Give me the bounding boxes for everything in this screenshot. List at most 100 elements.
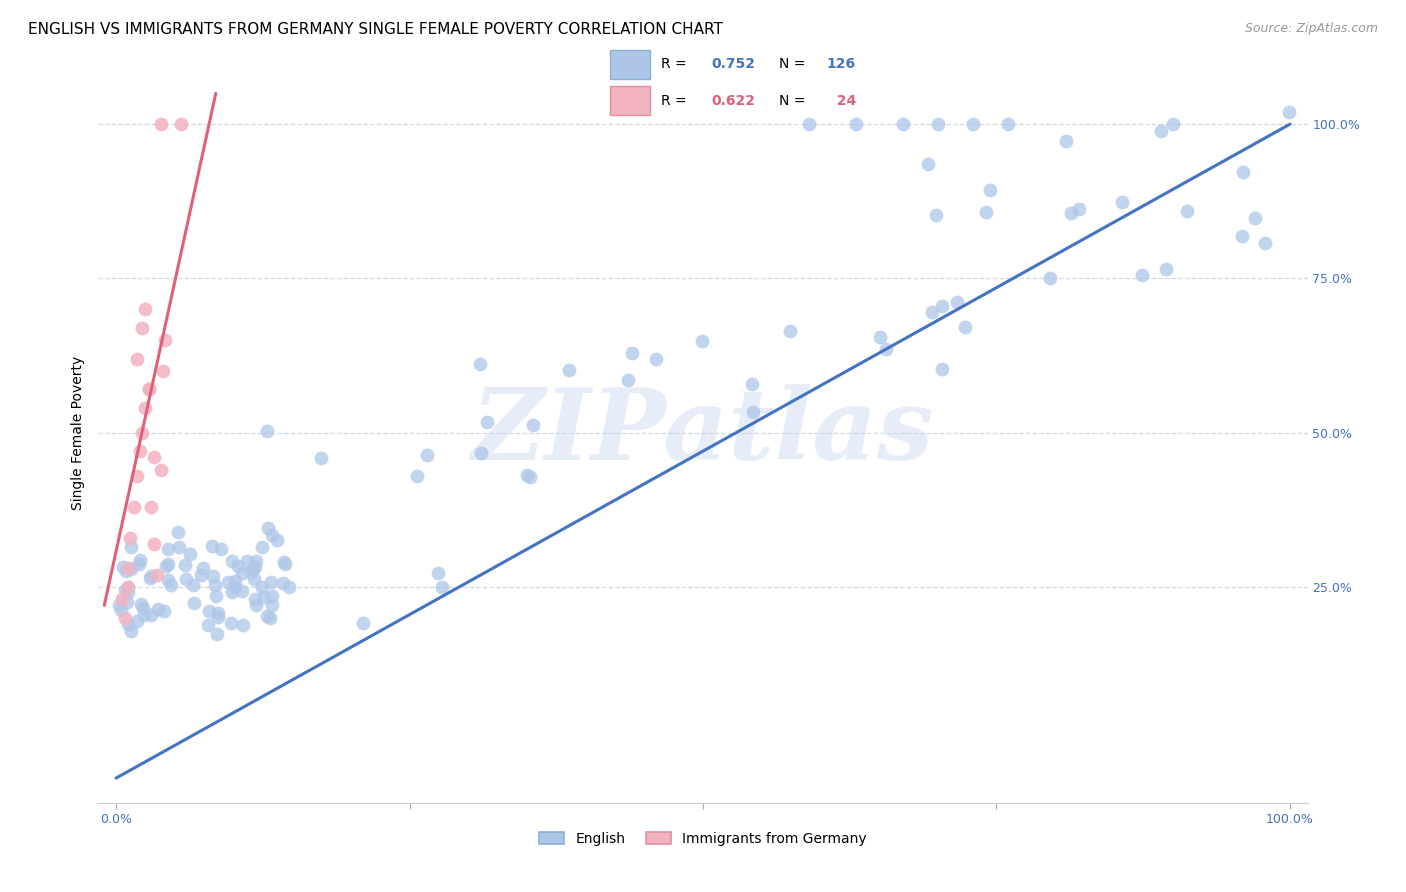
Point <box>1150 124 1173 138</box>
Point <box>845 117 868 131</box>
Text: 0.752: 0.752 <box>711 57 755 71</box>
Point <box>224 574 246 588</box>
Point <box>139 607 162 622</box>
Point <box>149 117 172 131</box>
Point <box>117 616 139 631</box>
Point <box>1232 165 1254 179</box>
Point <box>243 560 266 574</box>
Point <box>201 540 224 554</box>
Point <box>127 351 149 366</box>
Point <box>181 578 204 592</box>
Point <box>955 320 977 334</box>
Point <box>117 580 139 594</box>
Point <box>205 589 228 603</box>
Point <box>142 450 165 465</box>
Point <box>111 592 134 607</box>
Point <box>221 584 243 599</box>
Point <box>174 572 197 586</box>
Point <box>232 618 254 632</box>
Point <box>352 615 374 630</box>
Point <box>924 208 946 222</box>
Point <box>1111 194 1133 209</box>
Point <box>779 325 801 339</box>
Point <box>231 584 253 599</box>
Point <box>278 581 301 595</box>
Text: Source: ZipAtlas.com: Source: ZipAtlas.com <box>1244 22 1378 36</box>
Point <box>117 581 139 595</box>
Point <box>1156 262 1178 277</box>
Text: 126: 126 <box>827 57 856 71</box>
Point <box>198 604 221 618</box>
Point <box>141 500 163 514</box>
Point <box>931 362 953 376</box>
Point <box>917 156 939 170</box>
Point <box>797 117 820 131</box>
Point <box>110 602 132 616</box>
Bar <box>610 50 650 78</box>
Point <box>127 468 149 483</box>
Point <box>221 554 243 568</box>
Point <box>250 540 273 554</box>
Point <box>475 415 498 429</box>
Point <box>231 566 253 580</box>
Point <box>139 571 162 585</box>
Point <box>273 555 295 569</box>
Point <box>1054 134 1077 148</box>
Point <box>114 564 136 578</box>
Point <box>945 295 967 310</box>
Point <box>245 599 267 613</box>
Point <box>138 383 160 397</box>
Point <box>202 569 225 583</box>
Point <box>522 418 544 433</box>
Point <box>183 596 205 610</box>
Point <box>1130 268 1153 282</box>
Point <box>1243 211 1265 226</box>
Point <box>207 627 229 641</box>
Point <box>645 352 668 367</box>
Point <box>226 559 249 574</box>
Point <box>149 462 172 476</box>
Point <box>204 577 226 591</box>
Point <box>159 577 181 591</box>
Point <box>138 383 160 397</box>
Point <box>190 568 212 582</box>
Point <box>117 585 139 599</box>
Point <box>256 609 278 624</box>
Point <box>921 305 943 319</box>
Point <box>167 540 190 554</box>
Point <box>115 595 138 609</box>
Point <box>128 557 150 571</box>
Point <box>742 405 765 419</box>
Point <box>122 500 145 514</box>
Text: N =: N = <box>779 57 810 71</box>
Point <box>271 575 294 590</box>
Point <box>259 610 281 624</box>
Point <box>156 573 179 587</box>
Point <box>146 567 169 582</box>
Point <box>142 536 165 550</box>
Point <box>111 560 134 574</box>
Point <box>259 575 281 590</box>
Point <box>219 615 242 630</box>
Point <box>155 559 177 574</box>
Text: ZIPatlas: ZIPatlas <box>472 384 934 481</box>
Bar <box>610 87 650 115</box>
Text: 0.622: 0.622 <box>711 94 755 108</box>
Point <box>252 580 274 594</box>
Point <box>131 601 153 615</box>
Point <box>962 117 984 131</box>
Point <box>309 450 332 465</box>
Point <box>155 333 177 347</box>
Point <box>243 572 266 586</box>
Point <box>274 557 297 571</box>
Point <box>875 342 897 356</box>
Point <box>519 470 541 484</box>
Point <box>1230 229 1253 244</box>
Point <box>114 582 136 597</box>
Point <box>997 117 1019 131</box>
Point <box>191 561 214 575</box>
Point <box>167 524 190 539</box>
Point <box>927 117 949 131</box>
Point <box>620 345 643 359</box>
Point <box>107 599 129 613</box>
